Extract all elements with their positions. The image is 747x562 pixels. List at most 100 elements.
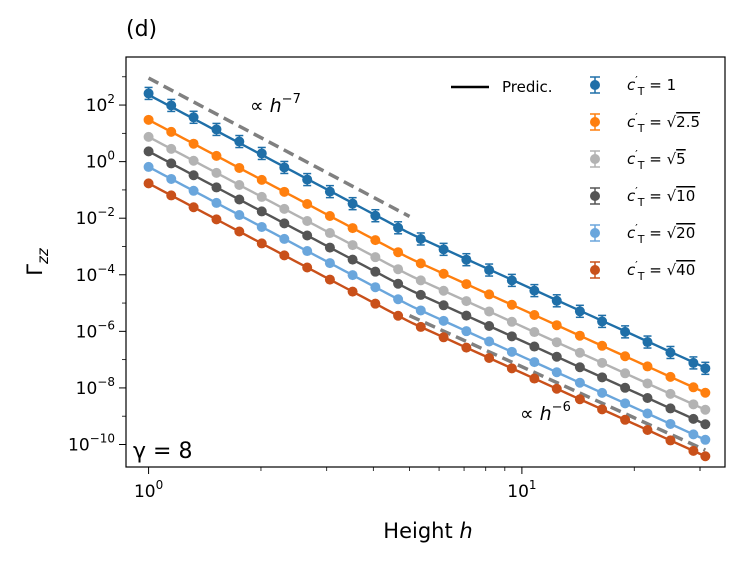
data-point	[438, 268, 449, 279]
data-point	[484, 265, 495, 276]
legend-marker	[590, 265, 600, 275]
data-point	[506, 299, 517, 310]
data-point	[324, 274, 335, 285]
data-point	[551, 367, 562, 378]
data-point	[166, 143, 177, 154]
data-point	[642, 361, 653, 372]
reference-lines	[147, 76, 707, 452]
data-point	[166, 100, 177, 111]
data-point	[415, 275, 426, 286]
plot-frame	[125, 56, 726, 468]
data-point	[256, 206, 267, 217]
legend-label: c′T = √40	[627, 259, 695, 283]
data-point	[393, 310, 404, 321]
data-point	[700, 387, 711, 398]
data-point	[370, 252, 381, 263]
data-point	[143, 161, 154, 172]
data-point	[438, 315, 449, 326]
x-axis-label: Height h	[383, 519, 472, 543]
data-point	[415, 233, 426, 244]
data-point	[461, 296, 472, 307]
data-point	[438, 285, 449, 296]
data-point	[415, 258, 426, 269]
legend-item: c′T = 1	[590, 74, 676, 98]
y-axis-label: Γzz	[23, 247, 52, 276]
data-point	[551, 351, 562, 362]
data-point	[211, 167, 222, 178]
data-point	[597, 387, 608, 398]
prediction-line	[148, 118, 706, 394]
data-point	[620, 326, 631, 337]
data-point	[324, 258, 335, 269]
data-point	[688, 413, 699, 424]
data-point	[529, 285, 540, 296]
data-point	[574, 362, 585, 373]
data-point	[324, 228, 335, 239]
data-point	[347, 270, 358, 281]
data-point	[166, 126, 177, 137]
data-point	[143, 146, 154, 157]
data-point	[438, 332, 449, 343]
y-tick-label: 10−4	[76, 262, 115, 286]
data-point	[347, 198, 358, 209]
data-point	[393, 264, 404, 275]
data-point	[529, 327, 540, 338]
data-point	[529, 357, 540, 368]
legend-item: c′T = √20	[590, 222, 695, 246]
data-point	[188, 138, 199, 149]
legend-marker	[590, 117, 600, 127]
x-axis: 100 101	[134, 467, 701, 502]
data-point	[393, 294, 404, 305]
data-point	[620, 398, 631, 409]
data-point	[597, 340, 608, 351]
legend-marker	[590, 80, 600, 90]
prediction-line	[148, 135, 706, 411]
data-point	[256, 148, 267, 159]
data-point	[700, 404, 711, 415]
data-point	[234, 226, 245, 237]
data-point	[642, 424, 653, 435]
prediction-line	[148, 150, 706, 426]
data-point	[370, 298, 381, 309]
data-point	[438, 244, 449, 255]
data-point	[700, 434, 711, 445]
data-point	[302, 198, 313, 209]
data-point	[211, 124, 222, 135]
data-point	[279, 162, 290, 173]
data-point	[188, 185, 199, 196]
x-tick-label: 101	[507, 478, 536, 502]
data-point	[665, 388, 676, 399]
data-point	[665, 347, 676, 358]
data-point	[642, 392, 653, 403]
series-4	[143, 146, 711, 430]
data-point	[279, 186, 290, 197]
data-point	[700, 419, 711, 430]
data-point	[166, 158, 177, 169]
y-tick-label: 10−10	[68, 431, 115, 455]
legend-marker	[590, 191, 600, 201]
data-point	[529, 341, 540, 352]
data-point	[597, 372, 608, 383]
series-layer	[143, 86, 711, 462]
data-point	[597, 316, 608, 327]
panel-label: (d)	[126, 17, 157, 42]
data-point	[597, 357, 608, 368]
data-point	[188, 155, 199, 166]
reference-line-label-2: ∝ h−6	[520, 400, 571, 425]
legend-label: c′T = √5	[627, 148, 686, 172]
data-point	[506, 275, 517, 286]
data-point	[688, 429, 699, 440]
data-point	[393, 247, 404, 258]
data-point	[642, 408, 653, 419]
data-point	[688, 357, 699, 368]
x-tick-label: 100	[134, 478, 163, 502]
data-point	[620, 368, 631, 379]
data-point	[484, 320, 495, 331]
legend-label: c′T = √10	[627, 185, 695, 209]
data-point	[620, 351, 631, 362]
legend-label: c′T = 1	[627, 74, 676, 98]
data-point	[461, 254, 472, 265]
data-point	[484, 336, 495, 347]
legend-item: c′T = √10	[590, 185, 695, 209]
data-point	[529, 310, 540, 321]
